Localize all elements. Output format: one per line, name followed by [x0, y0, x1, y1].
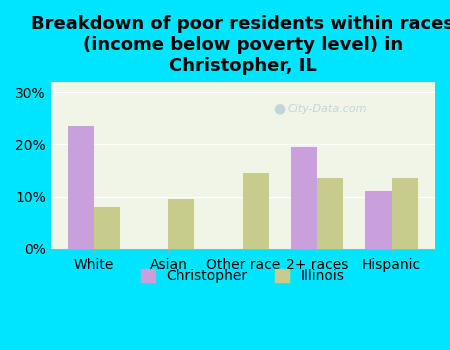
Bar	[365, 191, 392, 249]
Bar	[68, 126, 94, 249]
Title: Breakdown of poor residents within races
(income below poverty level) in
Christo: Breakdown of poor residents within races…	[32, 15, 450, 75]
Legend: Christopher, Illinois: Christopher, Illinois	[136, 264, 350, 289]
Bar	[392, 178, 418, 249]
Bar	[168, 199, 194, 249]
Bar	[94, 207, 120, 249]
Text: City-Data.com: City-Data.com	[288, 104, 367, 114]
Text: ●: ●	[273, 101, 285, 115]
Bar	[243, 173, 269, 249]
Bar	[317, 178, 343, 249]
Bar	[291, 147, 317, 249]
